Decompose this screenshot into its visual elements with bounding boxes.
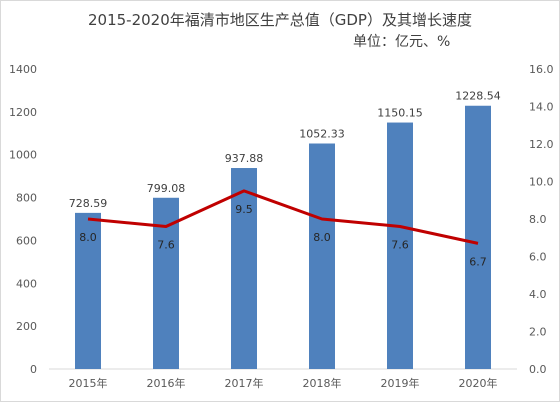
y-right-tick-label: 16.0	[529, 63, 554, 76]
x-tick-label: 2020年	[459, 376, 498, 390]
y-left-tick-label: 200	[16, 320, 37, 333]
bar	[387, 122, 413, 370]
chart-title: 2015-2020年福清市地区生产总值（GDP）及其增长速度	[88, 11, 472, 29]
growth-line	[87, 189, 479, 245]
bar	[465, 105, 491, 370]
y-right-tick-label: 12.0	[529, 138, 554, 151]
line-value-label: 7.6	[391, 239, 409, 252]
bar	[309, 143, 335, 369]
y-left-tick-label: 800	[16, 192, 37, 205]
line-value-label: 6.7	[469, 255, 487, 268]
y-left-tick-label: 600	[16, 234, 37, 247]
y-right-tick-label: 10.0	[529, 176, 554, 189]
line-value-label: 8.0	[313, 231, 331, 244]
y-left-tick-label: 1400	[9, 63, 37, 76]
bar	[231, 168, 257, 369]
y-right-tick-label: 2.0	[529, 326, 547, 339]
line-value-label: 8.0	[79, 231, 97, 244]
y-right-tick-label: 14.0	[529, 101, 554, 114]
x-tick-label: 2016年	[147, 376, 186, 390]
y-left-tick-label: 400	[16, 277, 37, 290]
line-value-label: 7.6	[157, 239, 175, 252]
bar-value-label: 1150.15	[377, 107, 423, 120]
y-right-tick-label: 4.0	[529, 288, 547, 301]
y-left-tick-label: 0	[30, 363, 37, 376]
y-right-tick-label: 8.0	[529, 213, 547, 226]
bar-value-label: 937.88	[225, 152, 264, 165]
bar-value-label: 799.08	[147, 182, 186, 195]
chart-subtitle: 单位：亿元、%	[353, 34, 451, 50]
bar-value-label: 728.59	[69, 197, 108, 210]
x-tick-label: 2015年	[69, 376, 108, 390]
y-left-tick-label: 1200	[9, 106, 37, 119]
y-right-tick-label: 6.0	[529, 251, 547, 264]
x-tick-label: 2019年	[381, 376, 420, 390]
y-left-tick-label: 1000	[9, 149, 37, 162]
bar-value-label: 1228.54	[455, 90, 501, 103]
line-value-label: 9.5	[235, 203, 253, 216]
bar	[75, 212, 101, 369]
x-tick-label: 2017年	[225, 376, 264, 390]
y-right-tick-label: 0.0	[529, 363, 547, 376]
x-tick-label: 2018年	[303, 376, 342, 390]
bar-value-label: 1052.33	[299, 128, 345, 141]
